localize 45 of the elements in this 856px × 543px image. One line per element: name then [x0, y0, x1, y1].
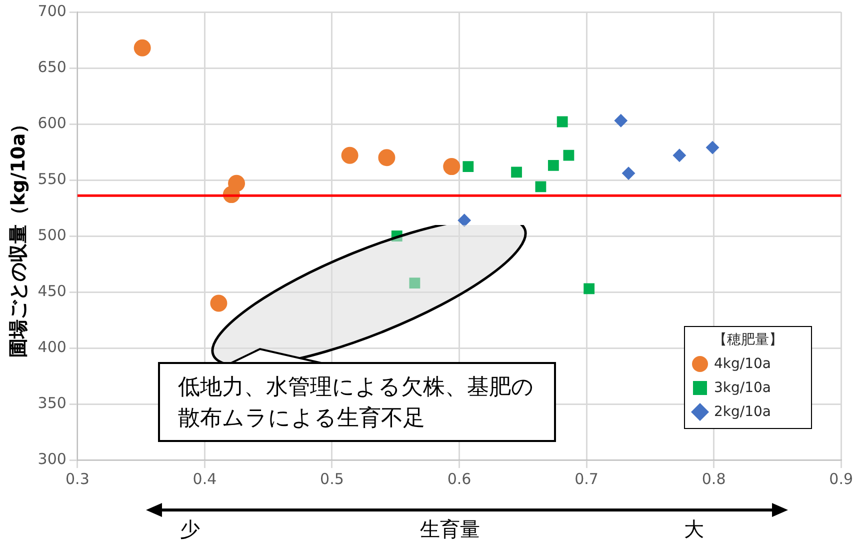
point — [614, 114, 628, 128]
y-tick-label: 600 — [38, 114, 66, 132]
annotation: 低地力、水管理による欠株、基肥の散布ムラによる生育不足 — [158, 362, 556, 442]
legend-label: 4kg/10a — [714, 356, 772, 372]
legend-label: 2kg/10a — [714, 404, 772, 420]
point — [134, 39, 151, 56]
x-tick-label: 0.6 — [447, 470, 472, 488]
y-tick-label: 550 — [38, 170, 66, 188]
point — [706, 141, 720, 154]
y-tick-label: 400 — [38, 338, 66, 356]
x-tick-label: 0.4 — [192, 470, 217, 488]
point — [563, 150, 574, 161]
x-axis-title: 生育量 — [420, 516, 480, 543]
y-tick-label: 650 — [38, 58, 66, 76]
point — [378, 149, 396, 166]
text: 少 — [180, 516, 200, 543]
y-tick-label: 700 — [38, 2, 66, 20]
point — [511, 166, 522, 178]
point — [443, 158, 460, 176]
x-tick-label: 0.5 — [320, 470, 344, 488]
point — [210, 294, 228, 312]
y-axis-title: 圃場ごとの収量（kg/10a） — [7, 114, 30, 358]
y-tick-label: 300 — [38, 450, 66, 468]
y-tick-label: 350 — [38, 394, 66, 412]
point — [622, 166, 636, 180]
legend-title: 【穂肥量】 — [712, 331, 784, 349]
point — [548, 160, 559, 171]
text: 大 — [684, 516, 704, 543]
point — [458, 214, 471, 227]
x-tick-label: 0.3 — [66, 470, 90, 488]
point — [409, 278, 420, 288]
x-tick-label: 0.9 — [829, 470, 853, 488]
point — [584, 283, 595, 294]
x-tick-label: 0.7 — [574, 470, 598, 488]
point — [462, 161, 474, 172]
legend-label: 3kg/10a — [714, 380, 772, 396]
point — [672, 148, 686, 162]
point — [228, 174, 246, 192]
point — [556, 116, 568, 128]
point — [391, 230, 402, 242]
y-tick-label: 500 — [38, 226, 66, 244]
point — [535, 181, 546, 192]
x-tick-label: 0.8 — [702, 470, 726, 488]
y-tick-label: 450 — [38, 282, 66, 300]
point — [341, 146, 358, 164]
